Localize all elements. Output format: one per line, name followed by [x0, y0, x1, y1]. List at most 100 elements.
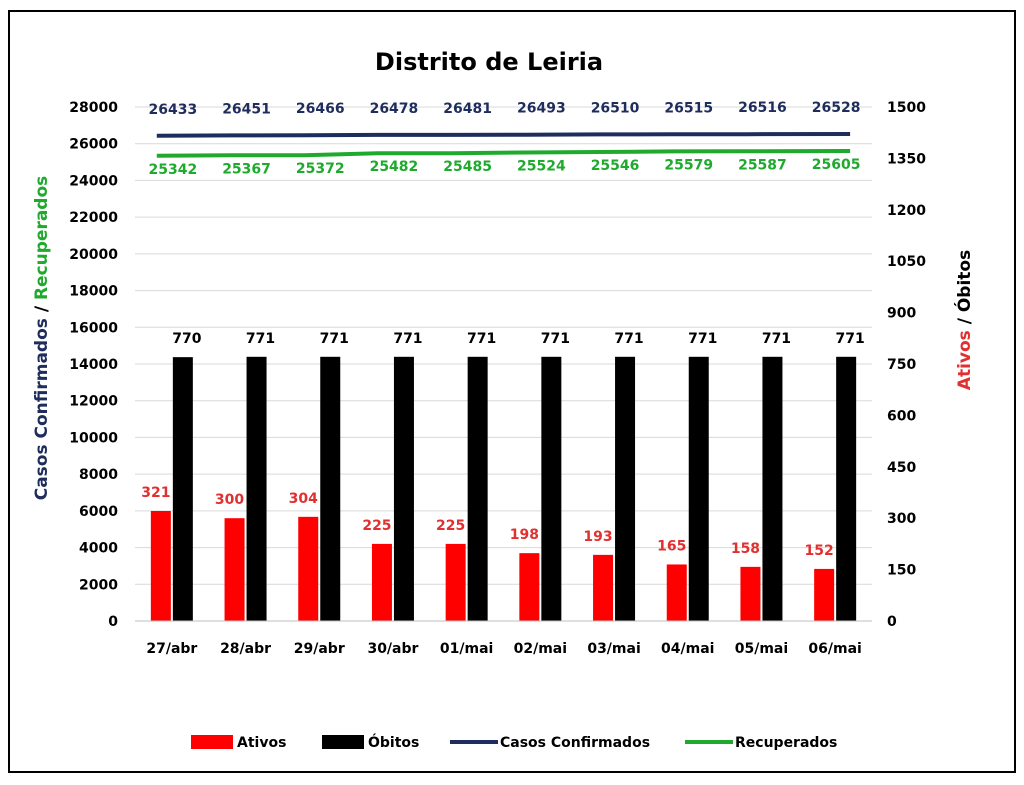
- data-label-casos-confirmados: 26478: [370, 101, 419, 117]
- data-label--bitos: 771: [688, 331, 717, 347]
- y-left-tick-label: 26000: [69, 137, 118, 153]
- y-right-tick-label: 150: [887, 563, 916, 579]
- y-left-tick-label: 16000: [69, 320, 118, 336]
- data-label--bitos: 771: [541, 331, 570, 347]
- data-label-casos-confirmados: 26451: [222, 101, 271, 117]
- y-left-title-part1: Casos Confirmados: [32, 318, 52, 500]
- bar--bitos: [688, 356, 709, 621]
- bar--bitos: [615, 356, 636, 621]
- y-right-tick-label: 1350: [887, 151, 926, 167]
- data-label--bitos: 771: [836, 331, 865, 347]
- y-right-tick-label: 300: [887, 511, 916, 527]
- y-right-tick-label: 600: [887, 408, 916, 424]
- data-label-ativos: 158: [731, 541, 760, 557]
- data-label-ativos: 225: [436, 518, 465, 534]
- data-label-casos-confirmados: 26515: [664, 100, 713, 116]
- data-label-recuperados: 25546: [591, 158, 640, 174]
- y-left-tick-label: 0: [108, 614, 118, 630]
- bar--bitos: [172, 357, 193, 621]
- bar-ativos: [519, 553, 540, 621]
- data-label-casos-confirmados: 26493: [517, 101, 566, 117]
- data-label-casos-confirmados: 26466: [296, 101, 345, 117]
- bar--bitos: [246, 356, 267, 621]
- data-label--bitos: 771: [393, 331, 422, 347]
- x-tick-label: 27/abr: [146, 641, 197, 657]
- data-label-casos-confirmados: 26516: [738, 100, 787, 116]
- y-right-tick-label: 450: [887, 460, 916, 476]
- data-label-casos-confirmados: 26481: [443, 101, 492, 117]
- y-left-tick-label: 6000: [79, 504, 118, 520]
- y-left-tick-label: 22000: [69, 210, 118, 226]
- y-right-tick-label: 900: [887, 306, 916, 322]
- data-label-recuperados: 25605: [812, 157, 861, 173]
- line-recuperados: [156, 149, 851, 158]
- x-tick-label: 29/abr: [294, 641, 345, 657]
- data-label-casos-confirmados: 26528: [812, 100, 861, 116]
- data-label-recuperados: 25524: [517, 158, 566, 174]
- data-label--bitos: 771: [762, 331, 791, 347]
- y-left-tick-label: 10000: [69, 430, 118, 446]
- y-left-tick-label: 2000: [79, 577, 118, 593]
- data-label--bitos: 771: [614, 331, 643, 347]
- y-right-tick-label: 0: [887, 614, 897, 630]
- data-label-ativos: 193: [583, 529, 612, 545]
- data-label-casos-confirmados: 26433: [148, 102, 197, 118]
- chart-title: Distrito de Leiria: [375, 48, 603, 76]
- data-label-recuperados: 25587: [738, 157, 787, 173]
- y-left-title-part2: Recuperados: [32, 176, 52, 300]
- data-label-recuperados: 25367: [222, 161, 271, 177]
- bar--bitos: [467, 356, 488, 621]
- y-right-tick-label: 1050: [887, 254, 926, 270]
- y-right-tick-label: 1500: [887, 100, 926, 116]
- bar--bitos: [541, 356, 562, 621]
- y-left-tick-label: 24000: [69, 173, 118, 189]
- bar-ativos: [224, 518, 245, 621]
- y-right-title-part2: Óbitos: [953, 250, 975, 312]
- data-label-recuperados: 25372: [296, 161, 345, 177]
- data-label-ativos: 304: [289, 491, 318, 507]
- data-label-recuperados: 25482: [370, 159, 419, 175]
- bar-ativos: [814, 568, 835, 621]
- data-label-recuperados: 25579: [664, 157, 713, 173]
- data-label-ativos: 321: [141, 485, 170, 501]
- data-label-recuperados: 25485: [443, 159, 492, 175]
- data-label--bitos: 770: [172, 331, 201, 347]
- bar-ativos: [740, 566, 761, 621]
- bar--bitos: [836, 356, 857, 621]
- data-label-ativos: 225: [362, 518, 391, 534]
- x-tick-label: 03/mai: [587, 641, 640, 657]
- y-right-title-sep: /: [955, 312, 975, 330]
- bar--bitos: [762, 356, 783, 621]
- legend-label-recuperados: Recuperados: [735, 735, 837, 751]
- x-tick-label: 05/mai: [735, 641, 788, 657]
- legend-label-casos-confirmados: Casos Confirmados: [500, 735, 650, 751]
- y-left-axis-title: Casos Confirmados / Recuperados: [32, 176, 52, 501]
- legend-label-ativos: Ativos: [237, 735, 286, 751]
- y-right-title-part1: Ativos: [955, 330, 975, 390]
- legend-swatch--bitos: [322, 735, 364, 749]
- bar-ativos: [445, 543, 466, 621]
- legend-swatch-ativos: [191, 735, 233, 749]
- y-left-tick-label: 8000: [79, 467, 118, 483]
- bar--bitos: [320, 356, 341, 621]
- data-label-ativos: 300: [215, 492, 244, 508]
- bar-ativos: [298, 516, 319, 621]
- y-left-tick-label: 4000: [79, 541, 118, 557]
- bar-ativos: [666, 564, 687, 621]
- data-label-recuperados: 25342: [148, 162, 197, 178]
- x-tick-label: 04/mai: [661, 641, 714, 657]
- x-tick-label: 30/abr: [367, 641, 418, 657]
- bar-ativos: [150, 511, 171, 621]
- y-right-tick-label: 750: [887, 357, 916, 373]
- y-left-tick-label: 14000: [69, 357, 118, 373]
- bar-ativos: [371, 543, 392, 621]
- data-label-casos-confirmados: 26510: [591, 100, 640, 116]
- x-tick-label: 28/abr: [220, 641, 271, 657]
- legend-label--bitos: Óbitos: [368, 733, 419, 751]
- line-casos-confirmados: [156, 132, 851, 138]
- y-left-tick-label: 12000: [69, 394, 118, 410]
- data-label--bitos: 771: [467, 331, 496, 347]
- y-left-tick-label: 18000: [69, 284, 118, 300]
- bar--bitos: [393, 356, 414, 621]
